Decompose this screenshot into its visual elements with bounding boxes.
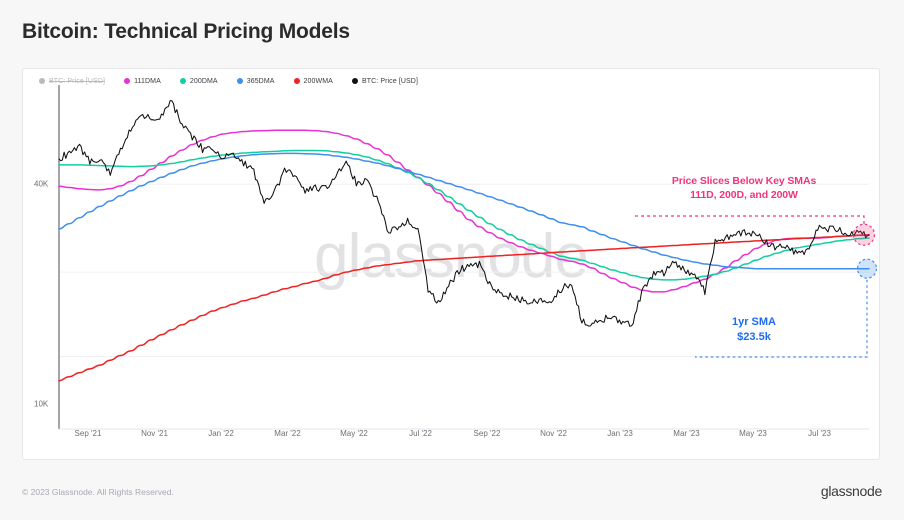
x-axis: Sep '21 Nov '21 Jan '22 Mar '22 May '22 Jul '… — [23, 429, 881, 445]
series-line-200dma — [58, 149, 870, 281]
legend-item-5[interactable]: BTC: Price [USD] — [351, 77, 418, 85]
y-tick-label: 40K — [34, 179, 49, 189]
legend-item-label: 200DMA — [189, 77, 218, 85]
series-line-btc-price — [58, 100, 870, 327]
legend-swatch-icon — [124, 78, 131, 84]
legend-swatch-icon — [179, 78, 186, 84]
y-tick-label: 10K — [34, 399, 49, 409]
footer-copyright: © 2023 Glassnode. All Rights Reserved. — [22, 487, 174, 497]
legend-swatch-icon — [351, 78, 358, 84]
x-tick-label: Jan '22 — [208, 429, 234, 438]
legend-item-label: 111DMA — [134, 77, 161, 85]
series-line-365dma — [58, 152, 870, 270]
annotation-blue-connector — [695, 279, 868, 358]
1yr-sma-marker — [856, 258, 878, 279]
x-tick-label: Jul '23 — [808, 429, 831, 438]
legend-item-label: 200WMA — [303, 77, 333, 85]
legend-swatch-icon — [236, 78, 243, 84]
page-title: Bitcoin: Technical Pricing Models — [22, 20, 350, 43]
x-tick-label: Mar '23 — [673, 429, 700, 438]
x-tick-label: May '22 — [340, 429, 368, 438]
legend-swatch-icon — [39, 78, 45, 84]
legend-item-label: BTC: Price [USD] — [361, 77, 418, 85]
x-tick-label: Nov '22 — [540, 429, 567, 438]
legend-item-4[interactable]: 200WMA — [293, 77, 333, 85]
legend-item-label: BTC: Price [USD] — [49, 77, 106, 85]
legend-item-0[interactable]: BTC: Price [USD] — [39, 78, 105, 85]
legend-item-1[interactable]: 111DMA — [124, 78, 161, 85]
footer-logo: glassnode — [820, 483, 882, 499]
x-tick-label: Jan '23 — [607, 429, 633, 438]
x-tick-label: Sep '22 — [473, 429, 501, 438]
x-tick-label: Sep '21 — [74, 429, 102, 438]
series-line-200wma — [58, 234, 870, 382]
chart-card: BTC: Price [USD] 111DMA 200DMA 365DMA 200WMA… — [22, 68, 880, 460]
price-convergence-marker — [852, 223, 876, 246]
legend-item-label: 365DMA — [246, 77, 275, 85]
x-tick-label: Jul '22 — [409, 429, 432, 438]
annotation-pink-connector — [635, 215, 865, 225]
chart-plot — [58, 85, 878, 430]
x-tick-label: Mar '22 — [274, 429, 301, 438]
legend-swatch-icon — [293, 78, 300, 84]
x-tick-label: May '23 — [739, 429, 767, 438]
x-tick-label: Nov '21 — [141, 429, 168, 438]
series-line-111dma — [58, 129, 870, 293]
legend-item-2[interactable]: 200DMA — [179, 77, 218, 85]
legend-item-3[interactable]: 365DMA — [236, 77, 275, 85]
chart-legend: BTC: Price [USD] 111DMA 200DMA 365DMA 200WMA… — [39, 74, 418, 88]
